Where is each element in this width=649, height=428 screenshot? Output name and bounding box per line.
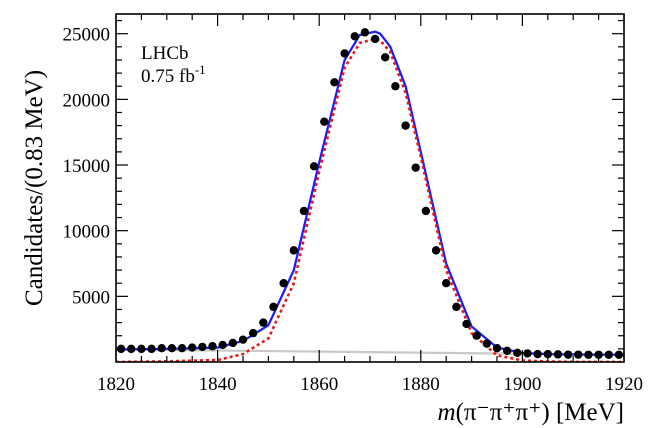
data-point — [188, 343, 197, 352]
annotation-luminosity-value: 0.75 fb — [141, 66, 195, 87]
data-point — [127, 344, 136, 354]
data-point — [462, 319, 471, 329]
data-point — [340, 49, 349, 58]
data-point — [167, 344, 177, 353]
x-tick-label: 1880 — [402, 374, 440, 395]
data-point — [208, 342, 217, 351]
x-tick-label: 1920 — [605, 374, 643, 395]
y-tick-label: 5000 — [72, 287, 110, 308]
data-point — [269, 302, 278, 312]
data-point — [360, 28, 370, 37]
data-point — [299, 206, 309, 216]
x-tick-label: 1820 — [97, 374, 135, 395]
data-point — [411, 163, 420, 172]
data-point — [533, 349, 542, 359]
data-point — [513, 348, 522, 358]
data-point — [574, 350, 583, 359]
data-point — [401, 121, 410, 130]
data-point — [228, 338, 238, 348]
data-point — [594, 350, 603, 359]
data-point — [391, 82, 400, 91]
x-axis-label-rest: (π⁻π⁺π⁺) [MeV] — [456, 399, 624, 426]
y-axis-label: Candidates/(0.83 MeV) — [21, 70, 48, 306]
data-point — [563, 350, 573, 359]
data-point — [482, 339, 492, 348]
signal-fit-line — [116, 37, 624, 362]
data-point — [543, 349, 552, 359]
data-point — [330, 78, 339, 87]
data-point — [157, 344, 166, 353]
y-tick-label: 10000 — [63, 222, 111, 243]
data-point — [370, 34, 380, 44]
data-point — [309, 162, 319, 171]
data-point — [177, 344, 187, 353]
x-tick-label: 1900 — [503, 374, 541, 395]
data-point — [584, 350, 593, 359]
data-point — [502, 346, 512, 356]
data-point — [442, 279, 451, 288]
x-tick-label: 1860 — [300, 374, 338, 395]
data-point — [452, 302, 461, 312]
annotation-luminosity-exponent: -1 — [195, 62, 206, 77]
data-point — [421, 206, 431, 216]
data-point — [381, 53, 390, 62]
data-point — [472, 331, 481, 340]
annotation-luminosity: 0.75 fb-1 — [141, 62, 206, 87]
annotation-experiment: LHCb — [141, 43, 189, 64]
data-point — [147, 344, 156, 354]
data-point — [198, 342, 207, 352]
data-point — [553, 350, 563, 359]
y-tick-label: 25000 — [63, 25, 111, 46]
data-point — [614, 350, 624, 359]
y-tick-label: 15000 — [63, 156, 111, 177]
data-point — [238, 335, 248, 344]
data-point — [218, 340, 227, 350]
data-point — [492, 344, 502, 353]
plot-layers: 1820 1840 1860 1880 1900 1920 5000 10000 15000 20… — [63, 13, 643, 395]
data-point — [604, 350, 613, 359]
data-point — [523, 349, 532, 358]
y-tick-label: 20000 — [63, 90, 111, 111]
x-tick-label: 1840 — [199, 374, 237, 395]
data-point — [431, 246, 441, 255]
data-point — [350, 32, 359, 41]
data-point — [279, 279, 288, 288]
data-point — [248, 328, 258, 338]
x-axis-label-variable: m — [438, 399, 456, 426]
data-point — [320, 117, 329, 126]
data-point — [289, 246, 298, 255]
data-point — [137, 344, 146, 354]
x-axis-label: m(π⁻π⁺π⁺) [MeV] — [438, 399, 624, 426]
data-point — [259, 318, 268, 327]
